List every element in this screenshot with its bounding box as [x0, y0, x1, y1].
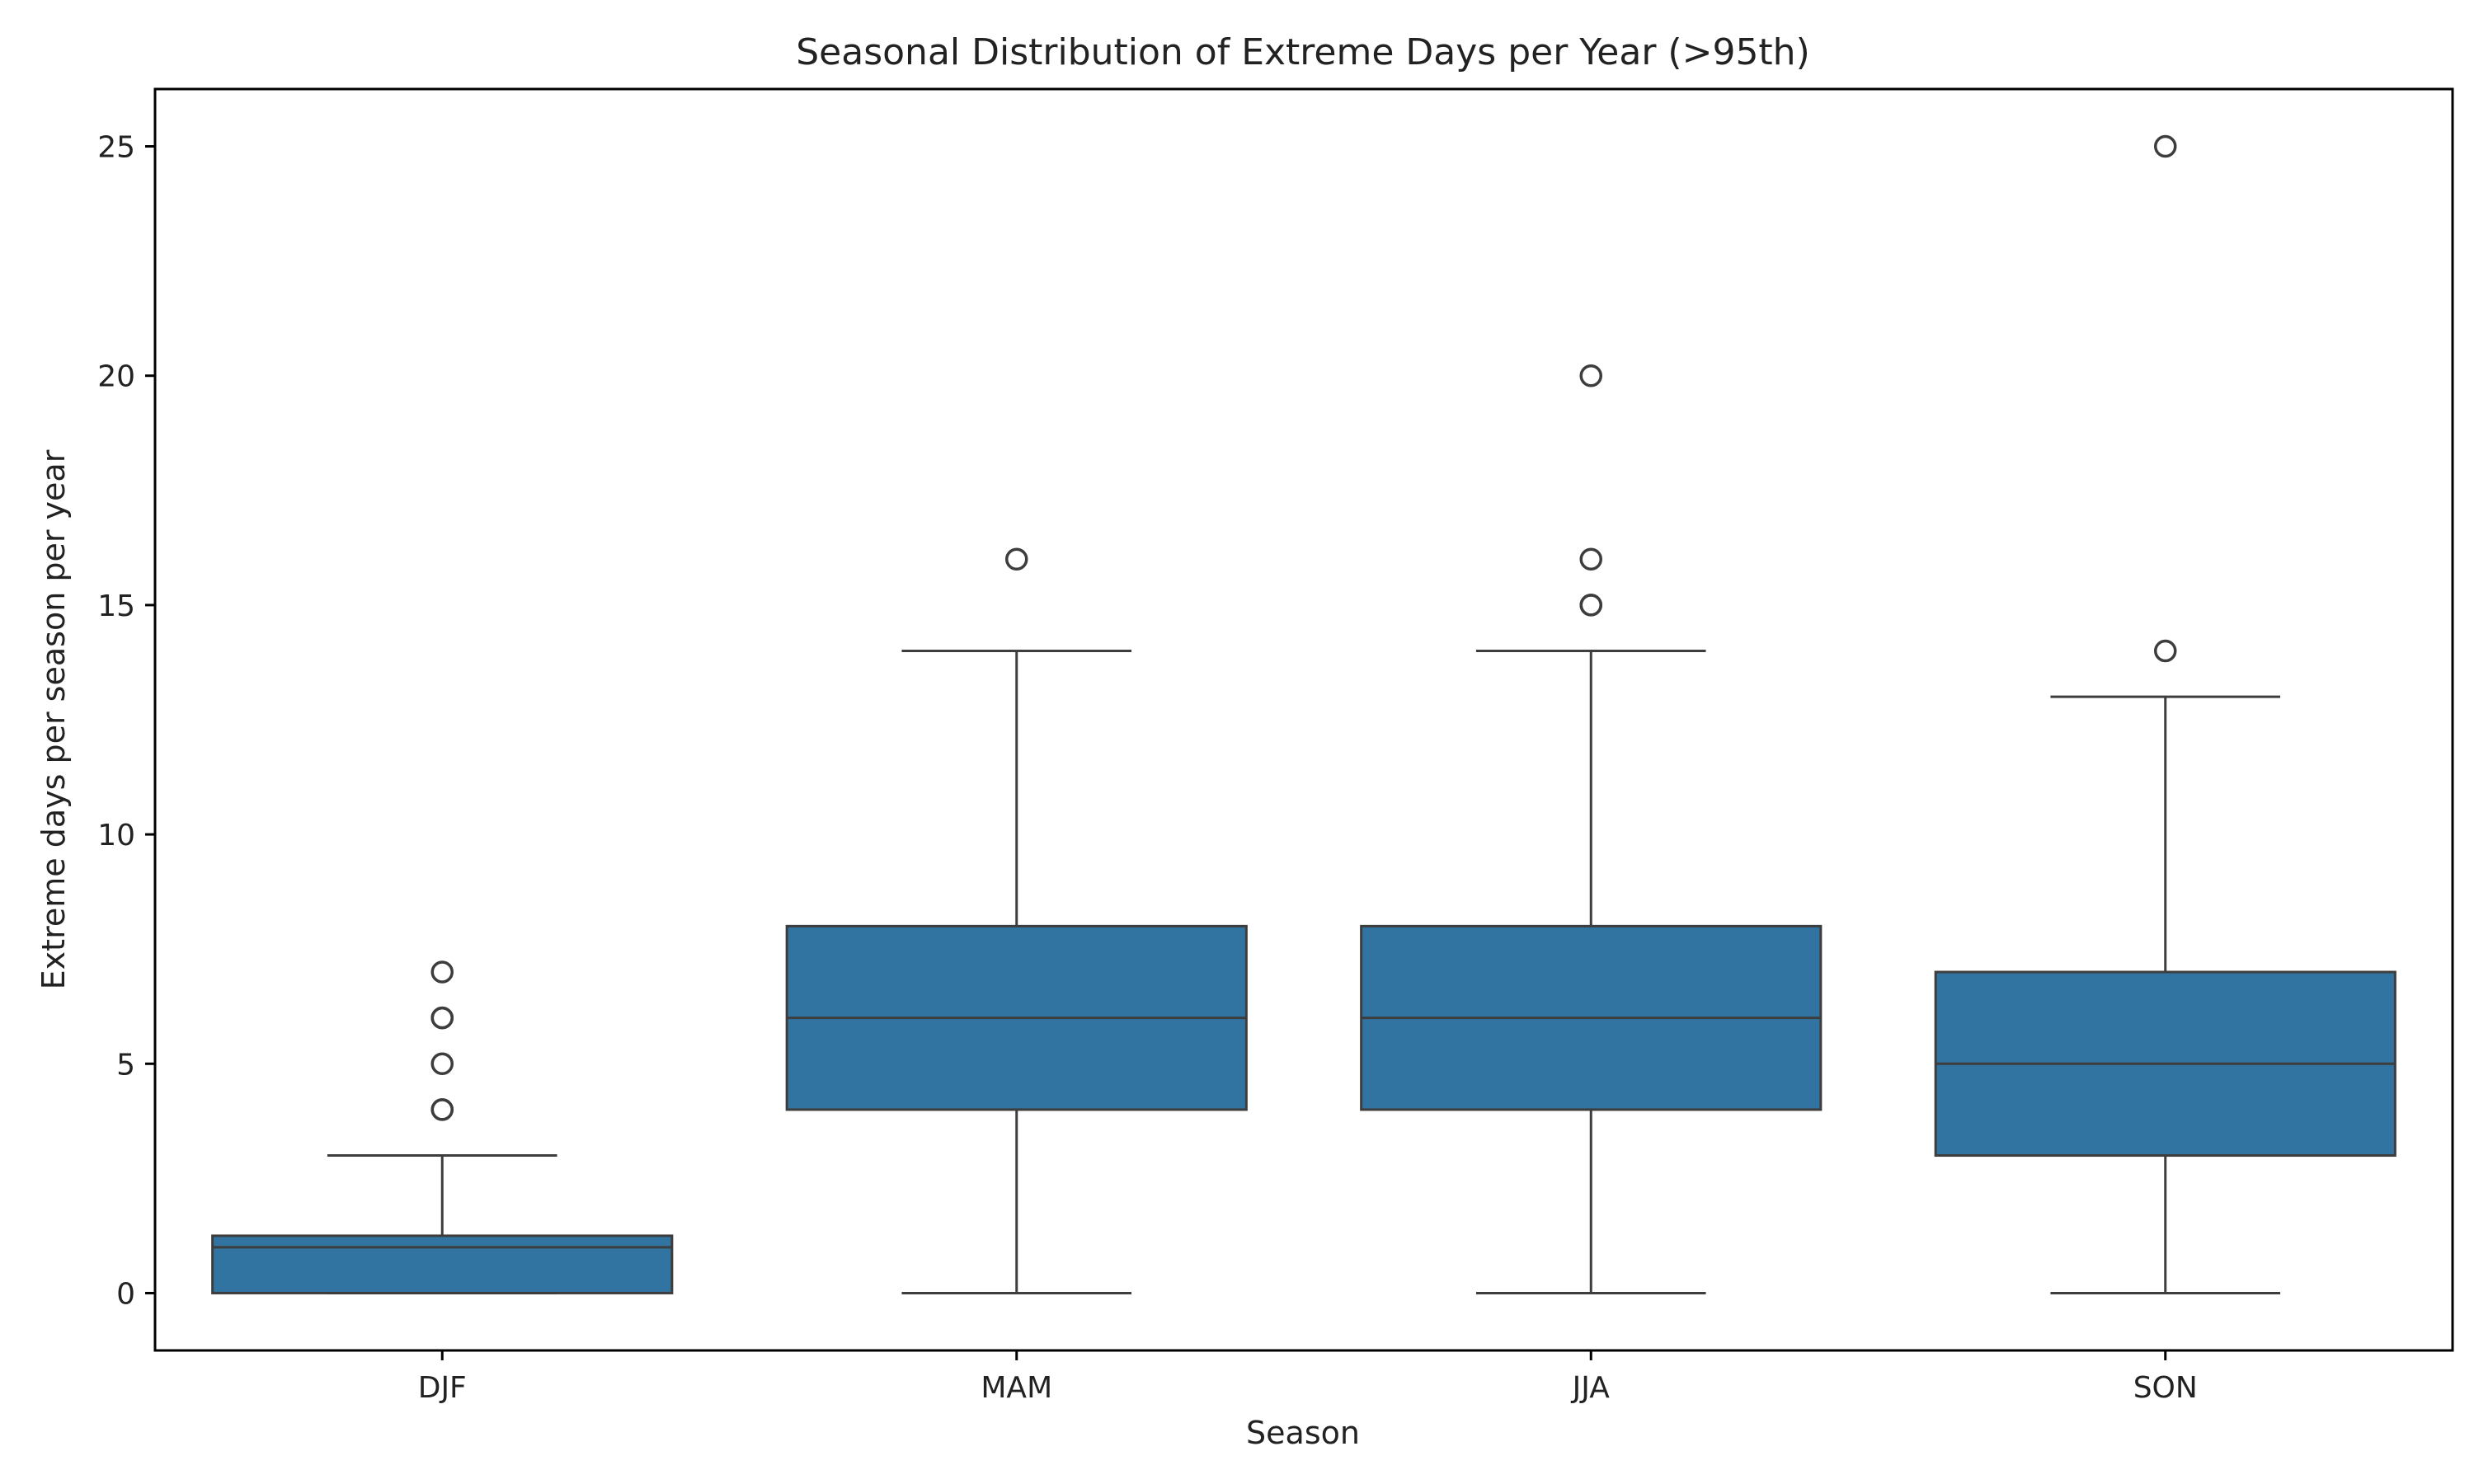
- y-tick-label: 0: [116, 1277, 135, 1311]
- outlier-point-mam: [1005, 547, 1028, 571]
- outlier-point-djf: [430, 960, 454, 984]
- plot-area: 0 5 10 15 20 25 DJF MAM JJA SON: [97, 131, 2396, 1405]
- outlier-point-son: [2154, 134, 2177, 158]
- outlier-point-djf: [430, 1052, 454, 1076]
- outlier-point-djf: [430, 1098, 454, 1121]
- chart-title: Seasonal Distribution of Extreme Days pe…: [796, 31, 1810, 73]
- y-tick-label: 10: [97, 819, 135, 852]
- x-tick-label: SON: [2133, 1371, 2198, 1405]
- x-axis-label: Season: [1246, 1415, 1360, 1451]
- plot-frame: [153, 87, 2454, 1352]
- y-tick-label: 20: [97, 360, 135, 394]
- outlier-point-jja: [1579, 364, 1602, 387]
- outlier-point-jja: [1579, 547, 1602, 571]
- outlier-point-son: [2154, 639, 2177, 663]
- x-tick-label: MAM: [981, 1371, 1052, 1405]
- y-tick-label: 5: [116, 1048, 135, 1082]
- outlier-point-djf: [430, 1006, 454, 1030]
- y-tick-label: 25: [97, 131, 135, 165]
- y-axis-label: Extreme days per season per year: [35, 449, 72, 989]
- box-djf: [211, 1234, 674, 1294]
- x-tick-label: DJF: [418, 1371, 467, 1405]
- y-tick-label: 15: [97, 589, 135, 623]
- x-tick-label: JJA: [1571, 1371, 1611, 1405]
- outlier-point-jja: [1579, 594, 1602, 617]
